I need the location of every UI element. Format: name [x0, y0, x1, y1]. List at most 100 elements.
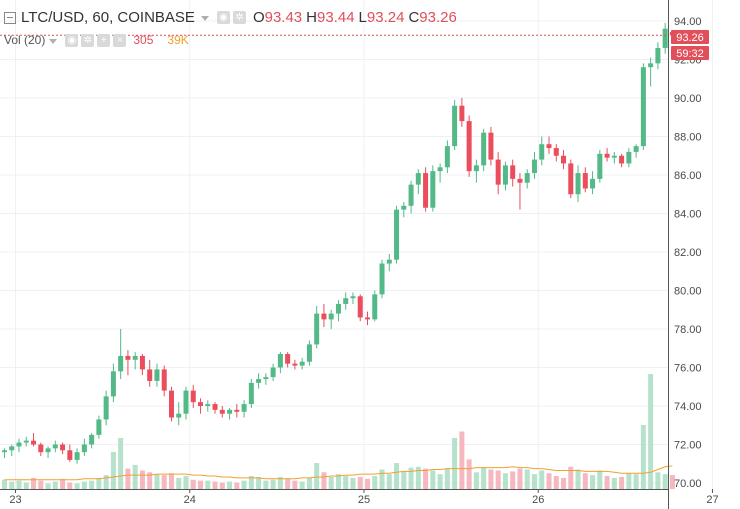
symbol-title[interactable]: LTC/USD, 60, COINBASE	[21, 9, 195, 26]
volume-bar	[597, 470, 603, 489]
candle-body	[561, 155, 567, 164]
candle-body	[408, 184, 414, 206]
gear-icon[interactable]: ✲	[232, 11, 246, 24]
volume-bar	[198, 480, 204, 489]
volume-bar	[31, 477, 37, 489]
volume-bar	[270, 479, 276, 489]
candle-body	[517, 178, 523, 183]
candle-body	[568, 163, 574, 195]
volume-bar	[343, 476, 349, 489]
volume-bar	[9, 481, 15, 489]
candle-body	[16, 442, 22, 447]
candle-body	[314, 313, 320, 345]
close-value: 93.26	[419, 9, 457, 26]
volume-bar	[444, 468, 450, 489]
candle-body	[604, 153, 610, 158]
candle-body	[270, 367, 276, 378]
volume-bar	[510, 471, 516, 489]
candle-body	[466, 121, 472, 172]
last-price-tag-text: 93.26	[676, 32, 704, 44]
volume-bar	[328, 476, 334, 489]
candle-body	[147, 369, 153, 381]
candle-body	[263, 377, 269, 380]
volume-bar	[176, 477, 182, 489]
candle-body	[546, 144, 552, 149]
volume-bar	[611, 477, 617, 489]
volume-study-label[interactable]: Vol (20)	[4, 33, 46, 47]
volume-bar	[132, 464, 138, 489]
volume-bar	[285, 478, 291, 489]
eye-icon[interactable]: ◉	[65, 33, 79, 47]
candle-body	[473, 165, 479, 172]
candle-body	[219, 409, 225, 414]
candle-body	[132, 355, 138, 360]
volume-bar	[212, 481, 218, 489]
price-axis: 70.00 72.00 74.00 76.00 78.00 80.00 82.00 84.00…	[668, 0, 702, 509]
candle-body	[256, 379, 262, 383]
candle-body	[321, 313, 327, 320]
volume-bar	[401, 471, 407, 489]
price-tick-label: 80.00	[674, 286, 702, 298]
candle-body	[205, 404, 211, 406]
plus-icon[interactable]: +	[97, 33, 111, 47]
candle-body	[582, 173, 588, 189]
volume-bar	[662, 474, 668, 489]
volume-bar	[52, 481, 58, 489]
volume-bar	[502, 473, 508, 489]
candle-body	[328, 313, 334, 320]
volume-bar	[415, 466, 421, 489]
gear-icon[interactable]: ✲	[81, 33, 95, 47]
candle-body	[575, 173, 581, 195]
close-label: C	[408, 9, 420, 26]
chevron-down-icon[interactable]	[200, 16, 209, 21]
candle-body	[9, 446, 15, 451]
volume-bar	[227, 481, 233, 489]
candle-body	[626, 151, 632, 164]
volume-bar	[604, 476, 610, 489]
volume-bar	[379, 469, 385, 489]
candle-body	[89, 434, 95, 445]
volume-bar	[546, 473, 552, 489]
volume-bar	[553, 476, 559, 489]
volume-bar	[430, 470, 436, 489]
eye-icon[interactable]: ◉	[216, 11, 230, 24]
candle-body	[350, 296, 356, 299]
candle-body	[38, 444, 44, 453]
candle-body	[655, 47, 661, 64]
volume-bar	[139, 470, 145, 489]
price-tick-label: 94.00	[674, 16, 702, 28]
price-tick-label: 72.00	[674, 440, 702, 452]
price-tick-label: 88.00	[674, 132, 702, 144]
price-tick-label: 84.00	[674, 209, 702, 221]
candle-body	[168, 390, 174, 418]
volume-bar	[568, 466, 574, 489]
candle-body	[176, 413, 182, 418]
candle-body	[96, 419, 102, 435]
candle-body	[524, 173, 530, 183]
candle-body	[139, 355, 145, 370]
volume-bar	[655, 472, 661, 489]
candle-body	[299, 361, 305, 366]
volume-bar	[626, 473, 632, 489]
chevron-down-icon[interactable]	[49, 38, 58, 44]
candle-body	[154, 369, 160, 381]
volume-bar	[495, 470, 501, 489]
volume-bar	[190, 479, 196, 489]
volume-bar	[365, 478, 370, 489]
volume-bar	[103, 475, 109, 489]
collapse-icon[interactable]	[4, 11, 16, 24]
close-icon[interactable]: ×	[113, 33, 127, 47]
candle-body	[611, 155, 617, 158]
price-tick-label: 86.00	[674, 170, 702, 182]
volume-bar	[256, 476, 262, 489]
candle-body	[481, 132, 487, 166]
candle-body	[640, 67, 646, 147]
candle-body	[510, 165, 516, 179]
volume-bar	[386, 474, 392, 489]
volume-bar	[147, 472, 153, 489]
candle-body	[648, 63, 654, 68]
volume-bar	[488, 469, 494, 489]
candle-body	[31, 440, 37, 445]
